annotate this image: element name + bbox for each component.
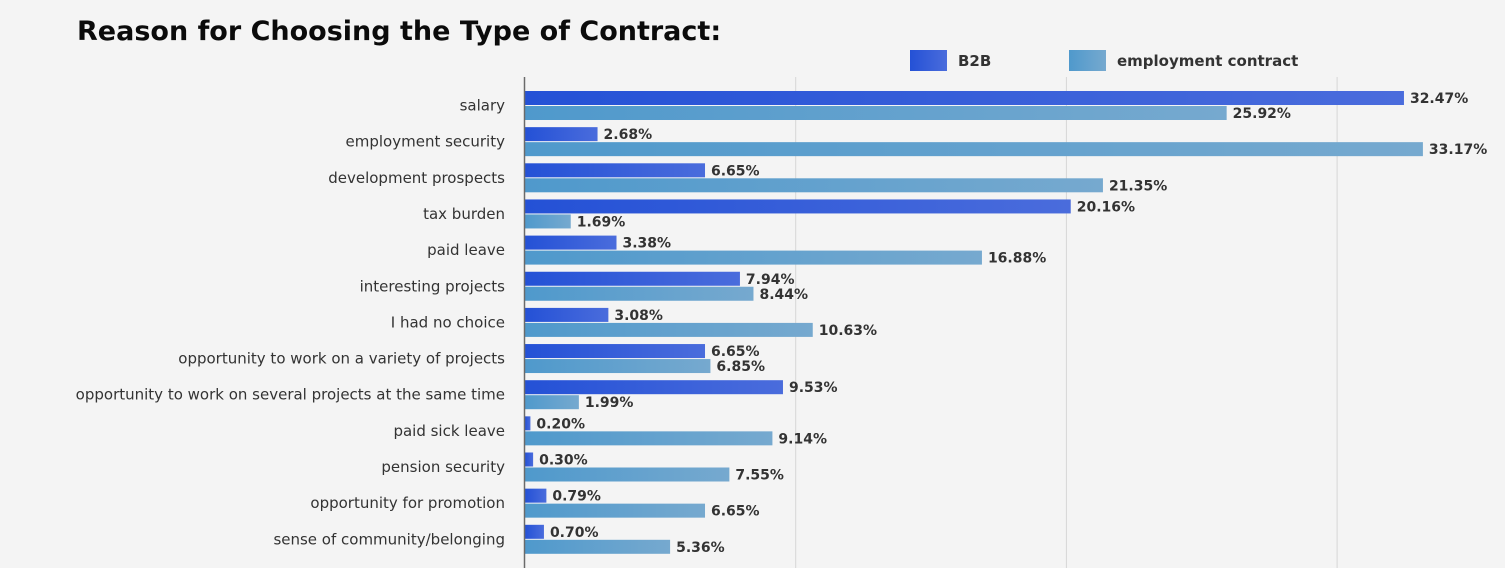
- data-label: 3.08%: [614, 308, 663, 324]
- bar-b2b: [525, 524, 544, 539]
- data-label: 6.65%: [711, 504, 760, 520]
- bar-b2b: [525, 127, 598, 142]
- data-label: 0.70%: [550, 525, 599, 541]
- bar-employment-contract: [525, 359, 711, 374]
- bar-employment-contract: [525, 395, 579, 410]
- category-label: employment security: [346, 133, 506, 151]
- data-label: 1.99%: [585, 395, 634, 411]
- data-label: 0.30%: [539, 453, 588, 469]
- data-label: 2.68%: [604, 127, 653, 143]
- category-label: paid leave: [427, 241, 505, 259]
- bar-b2b: [525, 91, 1404, 105]
- labels: salary 32.47% 25.92% employment security 2.6…: [76, 91, 1488, 556]
- category-label: salary: [460, 97, 506, 115]
- data-label: 32.47%: [1410, 91, 1468, 107]
- bar-employment-contract: [525, 539, 671, 554]
- bar-b2b: [525, 307, 609, 322]
- data-label: 7.94%: [746, 272, 795, 288]
- bar-employment-contract: [525, 106, 1227, 120]
- category-label: opportunity to work on a variety of proj…: [178, 350, 505, 368]
- bar-employment-contract: [525, 431, 773, 446]
- data-label: 8.44%: [759, 287, 808, 303]
- bar-employment-contract: [525, 322, 813, 337]
- legend-label-b2b: B2B: [958, 51, 992, 70]
- category-label: development prospects: [328, 169, 505, 187]
- chart-title: Reason for Choosing the Type of Contract…: [77, 16, 722, 47]
- bar-b2b: [525, 488, 547, 503]
- data-label: 20.16%: [1077, 199, 1135, 215]
- data-label: 21.35%: [1109, 178, 1167, 194]
- data-label: 1.69%: [577, 214, 626, 230]
- data-label: 33.17%: [1429, 142, 1487, 158]
- category-label: opportunity to work on several projects …: [76, 386, 505, 404]
- bar-b2b: [525, 163, 706, 178]
- data-label: 10.63%: [819, 323, 877, 339]
- bar-employment-contract: [525, 178, 1103, 193]
- bar-b2b: [525, 416, 531, 431]
- data-label: 5.36%: [676, 540, 725, 556]
- category-label: paid sick leave: [393, 422, 505, 440]
- data-label: 0.20%: [536, 416, 585, 432]
- category-label: tax burden: [423, 205, 505, 223]
- data-label: 6.85%: [716, 359, 765, 375]
- data-label: 3.38%: [622, 236, 671, 252]
- data-label: 6.65%: [711, 163, 760, 179]
- legend-item-b2b: B2B: [910, 50, 991, 71]
- legend-label-employment-contract: employment contract: [1117, 51, 1299, 70]
- data-label: 9.14%: [778, 431, 827, 447]
- bar-b2b: [525, 380, 783, 395]
- category-label: I had no choice: [391, 313, 505, 331]
- bar-b2b: [525, 199, 1071, 214]
- data-label: 7.55%: [735, 468, 784, 484]
- bars: [525, 91, 1423, 554]
- data-label: 9.53%: [789, 380, 838, 396]
- bar-employment-contract: [525, 467, 730, 482]
- category-label: opportunity for promotion: [310, 494, 505, 512]
- bar-b2b: [525, 271, 740, 286]
- legend-swatch-employment-contract: [1069, 50, 1106, 71]
- bar-employment-contract: [525, 142, 1423, 157]
- data-label: 0.79%: [552, 489, 601, 505]
- legend-item-employment-contract: employment contract: [1069, 50, 1298, 71]
- bar-b2b: [525, 344, 706, 359]
- data-label: 16.88%: [988, 251, 1046, 267]
- bar-b2b: [525, 235, 617, 250]
- category-label: pension security: [381, 458, 505, 476]
- bar-employment-contract: [525, 214, 571, 229]
- grid-lines: [795, 77, 1338, 568]
- category-label: sense of community/belonging: [273, 530, 505, 548]
- legend-swatch-b2b: [910, 50, 947, 71]
- bar-employment-contract: [525, 286, 754, 301]
- data-label: 6.65%: [711, 344, 760, 360]
- bar-employment-contract: [525, 503, 706, 518]
- data-label: 25.92%: [1233, 106, 1291, 122]
- bar-employment-contract: [525, 250, 982, 265]
- bar-b2b: [525, 452, 534, 467]
- category-label: interesting projects: [360, 277, 506, 295]
